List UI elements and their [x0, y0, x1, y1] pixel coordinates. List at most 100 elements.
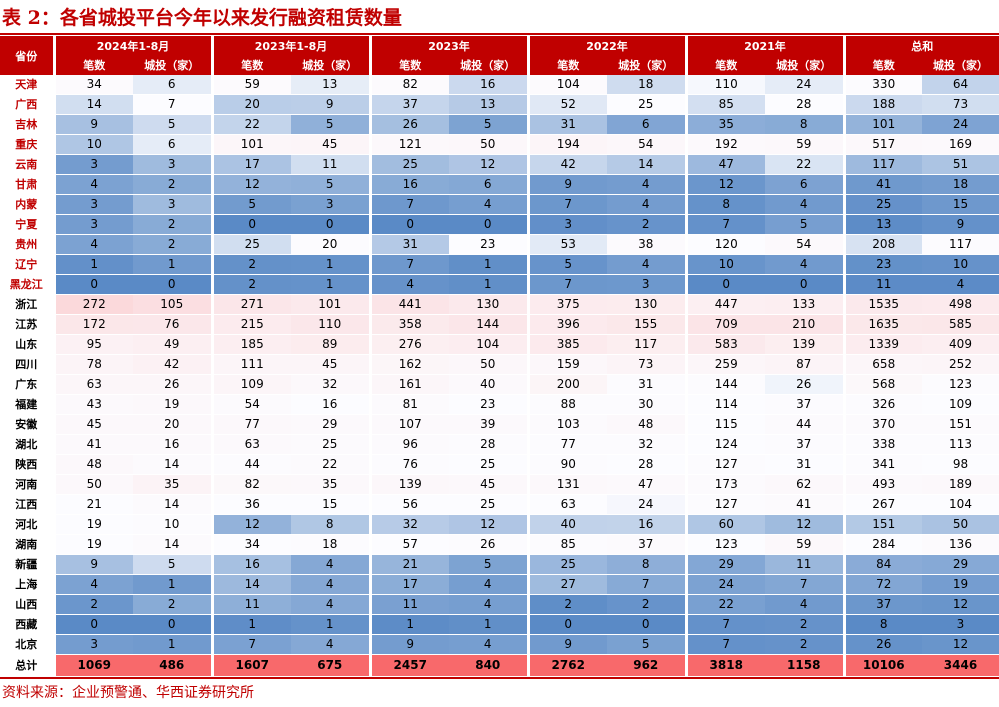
count-cell: 0 [212, 214, 291, 235]
cities-cell: 73 [607, 354, 688, 375]
cities-cell: 1 [449, 614, 530, 635]
count-cell: 29 [686, 554, 765, 575]
sub-header-cities: 城投（家） [765, 55, 846, 75]
cities-cell: 675 [291, 654, 372, 677]
count-cell: 358 [370, 314, 449, 335]
count-cell: 2762 [528, 654, 607, 677]
province-name: 安徽 [0, 414, 56, 435]
count-cell: 84 [844, 554, 922, 575]
cities-cell: 11 [765, 554, 846, 575]
cities-cell: 29 [922, 554, 999, 575]
province-name: 贵州 [0, 234, 56, 255]
table-row: 江西 21 14 36 15 56 25 63 24 127 41 267 104 [0, 494, 999, 515]
count-cell: 12 [686, 174, 765, 195]
province-name: 山东 [0, 334, 56, 355]
cities-cell: 12 [922, 594, 999, 615]
count-cell: 2 [212, 254, 291, 275]
cities-cell: 123 [922, 374, 999, 395]
table-row: 浙江 272 105 271 101 441 130 375 130 447 133 1535 498 [0, 294, 999, 315]
cities-cell: 12 [922, 634, 999, 655]
cities-cell: 54 [607, 134, 688, 155]
table-row: 广西 14 7 20 9 37 13 52 25 85 28 188 73 [0, 94, 999, 115]
cities-cell: 24 [765, 75, 846, 95]
count-cell: 43 [54, 394, 133, 415]
cities-cell: 24 [607, 494, 688, 515]
sub-header-count: 笔数 [686, 55, 765, 75]
table-row: 宁夏 3 2 0 0 0 0 3 2 7 5 13 9 [0, 214, 999, 235]
cities-cell: 130 [449, 294, 530, 315]
count-cell: 172 [54, 314, 133, 335]
cities-cell: 4 [765, 254, 846, 275]
count-cell: 88 [528, 394, 607, 415]
count-cell: 21 [370, 554, 449, 575]
count-cell: 41 [54, 434, 133, 455]
count-cell: 4 [370, 274, 449, 295]
cities-cell: 4 [291, 634, 372, 655]
group-header: 总和 [844, 36, 999, 55]
cities-cell: 37 [765, 394, 846, 415]
province-name: 黑龙江 [0, 274, 56, 295]
count-cell: 3 [54, 214, 133, 235]
total-row: 总计 1069 486 1607 675 2457 840 2762 962 3818 1158 10… [0, 654, 999, 677]
cities-cell: 73 [922, 94, 999, 115]
cities-cell: 840 [449, 654, 530, 677]
cities-cell: 4 [922, 274, 999, 295]
count-cell: 7 [528, 194, 607, 215]
cities-cell: 104 [449, 334, 530, 355]
count-cell: 53 [528, 234, 607, 255]
count-cell: 77 [212, 414, 291, 435]
cities-cell: 48 [607, 414, 688, 435]
cities-cell: 4 [765, 594, 846, 615]
count-cell: 7 [686, 614, 765, 635]
cities-cell: 6 [607, 114, 688, 135]
count-cell: 127 [686, 494, 765, 515]
cities-cell: 0 [291, 214, 372, 235]
cities-cell: 16 [133, 434, 214, 455]
group-header: 2024年1-8月 [54, 36, 214, 55]
cities-cell: 32 [291, 374, 372, 395]
cities-cell: 45 [291, 134, 372, 155]
count-cell: 188 [844, 94, 922, 115]
count-cell: 326 [844, 394, 922, 415]
cities-cell: 12 [449, 514, 530, 535]
cities-cell: 2 [133, 594, 214, 615]
count-cell: 396 [528, 314, 607, 335]
cities-cell: 76 [133, 314, 214, 335]
cities-cell: 44 [765, 414, 846, 435]
count-cell: 41 [844, 174, 922, 195]
count-cell: 81 [370, 394, 449, 415]
count-cell: 2 [212, 274, 291, 295]
cities-cell: 3 [133, 194, 214, 215]
table-row: 重庆 10 6 101 45 121 50 194 54 192 59 517 169 [0, 134, 999, 155]
count-cell: 25 [212, 234, 291, 255]
count-cell: 5 [212, 194, 291, 215]
count-cell: 271 [212, 294, 291, 315]
count-cell: 375 [528, 294, 607, 315]
count-cell: 0 [370, 214, 449, 235]
cities-cell: 105 [133, 294, 214, 315]
cities-cell: 130 [607, 294, 688, 315]
cities-cell: 3446 [922, 654, 999, 677]
count-cell: 10 [686, 254, 765, 275]
count-cell: 45 [54, 414, 133, 435]
cities-cell: 136 [922, 534, 999, 555]
cities-cell: 89 [291, 334, 372, 355]
count-cell: 162 [370, 354, 449, 375]
cities-cell: 5 [607, 634, 688, 655]
table-row: 西藏 0 0 1 1 1 1 0 0 7 2 8 3 [0, 614, 999, 635]
count-cell: 1535 [844, 294, 922, 315]
cities-cell: 59 [765, 534, 846, 555]
province-name: 天津 [0, 75, 56, 95]
cities-cell: 24 [922, 114, 999, 135]
cities-cell: 8 [607, 554, 688, 575]
count-cell: 11 [212, 594, 291, 615]
cities-cell: 54 [765, 234, 846, 255]
group-header: 2022年 [528, 36, 688, 55]
count-cell: 338 [844, 434, 922, 455]
count-cell: 111 [212, 354, 291, 375]
cities-cell: 144 [449, 314, 530, 335]
sub-header-cities: 城投（家） [133, 55, 214, 75]
count-cell: 208 [844, 234, 922, 255]
cities-cell: 29 [291, 414, 372, 435]
cities-cell: 22 [291, 454, 372, 475]
